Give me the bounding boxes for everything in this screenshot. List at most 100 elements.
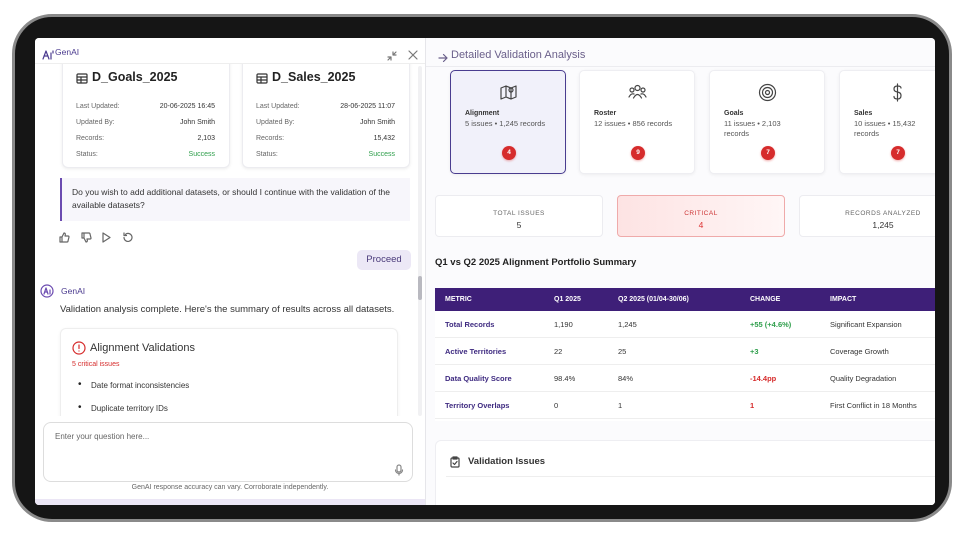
- field-value: 20-06-2025 16:45: [159, 103, 215, 110]
- proceed-button[interactable]: Proceed: [357, 250, 411, 270]
- dataset-name: Goals: [724, 110, 744, 117]
- validation-issues: Validation Issues: [435, 440, 935, 505]
- stat-value: 4: [698, 220, 704, 230]
- field-label: Last Updated:: [76, 103, 120, 110]
- icon-part: [628, 93, 647, 99]
- icon-part: [628, 84, 647, 99]
- brand: GenAI: [55, 47, 80, 57]
- icon-part: [72, 341, 86, 355]
- table-cell: 84%: [618, 374, 634, 383]
- dataset-card[interactable]: Sales 10 issues • 15,432 records 7: [839, 70, 935, 174]
- dataset-name: Roster: [594, 110, 617, 117]
- icon-part: [893, 83, 902, 102]
- dataset-card[interactable]: Alignment 5 issues • 1,245 records 4: [450, 70, 566, 174]
- icon-part: [59, 232, 70, 243]
- icon-part: [387, 51, 397, 61]
- critical-badge: 4: [502, 146, 516, 160]
- card-subtitle: 5 critical issues: [72, 361, 120, 368]
- play-icon[interactable]: [101, 230, 112, 248]
- screen: D_Goals_2025 Last Updated: 20-06-2025 16:4…: [35, 38, 935, 505]
- table-cell: 98.4%: [554, 374, 576, 383]
- stat-label: RECORDS ANALYZED: [845, 210, 921, 217]
- critical-badge: 7: [891, 146, 905, 160]
- icon-part: [438, 53, 448, 63]
- column-header: Q1 2025: [554, 296, 581, 303]
- field-value: John Smith: [359, 119, 395, 126]
- input-placeholder: Enter your question here...: [55, 432, 150, 441]
- table-header: METRIC Q1 2025 Q2 2025 (01/04-30/06) CHANGE…: [435, 288, 935, 311]
- icon-part: [450, 456, 460, 468]
- reply-text: Validation analysis complete. Here's the…: [60, 304, 395, 315]
- genai-logo: [42, 47, 54, 65]
- critical-badge: 7: [761, 146, 775, 160]
- field-label: Records:: [76, 135, 105, 142]
- table-cell: 1: [618, 401, 623, 410]
- mic-icon[interactable]: [394, 463, 404, 481]
- dataset-name: D_Goals_2025: [92, 70, 178, 84]
- question-box: Do you wish to add additional datasets, …: [60, 178, 410, 221]
- thumbs-down-icon[interactable]: [81, 230, 92, 248]
- icon-part: [500, 85, 517, 100]
- close-icon[interactable]: [408, 47, 418, 65]
- icon-part: [102, 232, 111, 243]
- dataset-summary: 10 issues • 15,432 records: [854, 119, 916, 138]
- icon-part: [438, 53, 448, 63]
- table-cell: 0: [554, 401, 559, 410]
- icon-part: [408, 50, 418, 60]
- field-label: Updated By:: [256, 119, 295, 126]
- dataset-card[interactable]: Roster 12 issues • 856 records 9: [579, 70, 695, 174]
- back-arrow[interactable]: [438, 50, 448, 68]
- column-header: IMPACT: [830, 296, 857, 303]
- field-label: Status:: [76, 151, 98, 158]
- table-cell: -14.4pp: [750, 374, 777, 383]
- table-row: Data Quality Score 98.4% 84% -14.4pp Quality…: [435, 365, 935, 392]
- collapse-icon[interactable]: [387, 48, 397, 66]
- table-cell: 22: [554, 347, 563, 356]
- chat-header: GenAI: [35, 38, 425, 64]
- icon-part: [40, 284, 54, 298]
- field-value: Success: [188, 151, 215, 158]
- bullet: •: [78, 379, 82, 390]
- icon-part: [629, 87, 635, 93]
- icon-part: [452, 456, 458, 460]
- bottom-bar: [35, 499, 425, 505]
- icon-part: [640, 87, 646, 93]
- icon-part: [81, 232, 92, 243]
- icon-part: [758, 83, 777, 102]
- icon-part: [634, 84, 641, 92]
- stat-value: 1,245: [872, 220, 894, 230]
- field-value: John Smith: [179, 119, 215, 126]
- stat-box: RECORDS ANALYZED 1,245: [799, 195, 935, 237]
- dataset-name: Alignment: [465, 110, 500, 117]
- stat-box: TOTAL ISSUES 5: [435, 195, 603, 237]
- validation-card: Alignment Validations 5 critical issues • D…: [60, 328, 398, 428]
- field-label: Last Updated:: [256, 103, 300, 110]
- dataset-icon: [499, 83, 518, 107]
- section-title: Validation Issues: [468, 456, 546, 467]
- question-input[interactable]: Enter your question here...: [43, 422, 413, 482]
- dataset-summary: 11 issues • 2,103 records: [724, 119, 781, 138]
- icon-part: [893, 83, 902, 102]
- scroll-thumb: [418, 276, 422, 300]
- table-cell: +3: [750, 347, 759, 356]
- stat-box: CRITICAL 4: [617, 195, 785, 237]
- table-cell: 1: [750, 401, 755, 410]
- table-cell: First Conflict in 18 Months: [830, 401, 917, 410]
- dataset-card[interactable]: Goals 11 issues • 2,103 records 7: [709, 70, 825, 174]
- dataset-icon: [758, 83, 777, 107]
- table-icon: [256, 71, 268, 89]
- icon-part: [508, 87, 514, 93]
- summary-table: METRIC Q1 2025 Q2 2025 (01/04-30/06) CHANGE…: [435, 288, 935, 421]
- refresh-icon[interactable]: [122, 230, 133, 248]
- thumbs-up-icon[interactable]: [59, 230, 70, 248]
- field-label: Updated By:: [76, 119, 115, 126]
- icon-part: [123, 232, 133, 242]
- dataset-card: D_Goals_2025 Last Updated: 20-06-2025 16:4…: [62, 50, 230, 168]
- table-cell: Territory Overlaps: [445, 401, 510, 410]
- card-title: Alignment Validations: [90, 342, 195, 354]
- chat-panel: D_Goals_2025 Last Updated: 20-06-2025 16:4…: [35, 38, 425, 505]
- issue-item: Date format inconsistencies: [91, 381, 190, 390]
- table-cell: Coverage Growth: [830, 347, 889, 356]
- icon-part: [123, 232, 133, 242]
- table-cell: +55 (+4.6%): [750, 320, 792, 329]
